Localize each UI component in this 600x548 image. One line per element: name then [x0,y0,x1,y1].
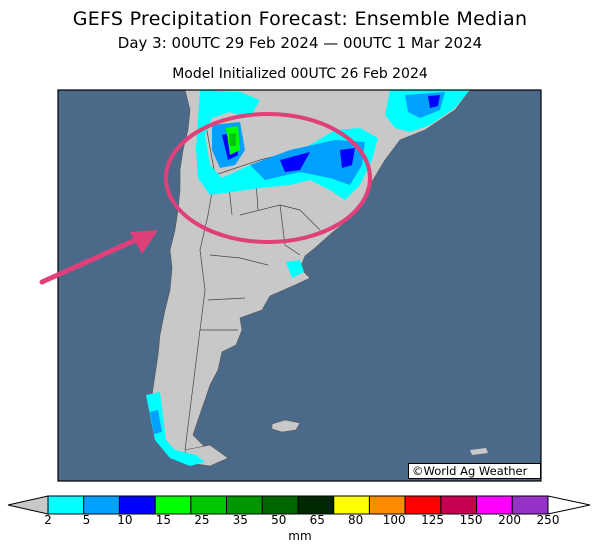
scale-unit: mm [288,529,312,543]
scale-cell [261,495,299,515]
scale-low-arrow [7,495,49,515]
scale-cell [226,495,263,515]
scale-tick-label: 125 [421,513,445,527]
scale-cell [190,495,228,515]
scale-cell [511,495,549,515]
scale-cell [297,495,335,515]
scale-cell [118,495,156,515]
chart-title: GEFS Precipitation Forecast: Ensemble Me… [72,8,528,30]
scale-cell [368,495,406,515]
credit-label: ©World Ag Weather [408,463,541,479]
scale-cell [333,495,370,515]
scale-tick-label: 15 [155,513,172,527]
model-init-time: Model Initialized 00UTC 26 Feb 2024 [172,66,428,82]
land-island [470,448,488,455]
map-frame [57,89,542,482]
scale-cell [83,495,120,515]
scale-tick-label: 80 [348,513,364,527]
scale-tick-label: 150 [459,513,483,527]
scale-tick-label: 5 [82,513,91,527]
scale-tick-label: 2 [44,513,52,527]
scale-cell [440,495,478,515]
scale-tick-label: 50 [271,513,287,527]
scale-tick-label: 35 [232,513,248,527]
scale-cell [154,495,192,515]
forecast-period: Day 3: 00UTC 29 Feb 2024 — 00UTC 1 Mar 2… [117,34,483,52]
scale-tick-label: 10 [117,513,133,527]
precipitation-shading [146,90,470,466]
scale-tick-label: 65 [309,513,325,527]
scale-cell [476,495,513,515]
scale-cell [404,495,442,515]
scale-tick-label: 250 [536,513,560,527]
scale-tick-label: 25 [194,513,210,527]
color-scale-bar [7,495,591,515]
scale-tick-label: 200 [498,513,521,527]
scale-high-arrow [547,495,591,515]
annotation-arrow-icon [39,230,158,285]
land-falklands [271,419,301,433]
highlight-ellipse [164,112,372,244]
scale-tick-label: 100 [382,513,406,527]
scale-cell [47,495,85,515]
